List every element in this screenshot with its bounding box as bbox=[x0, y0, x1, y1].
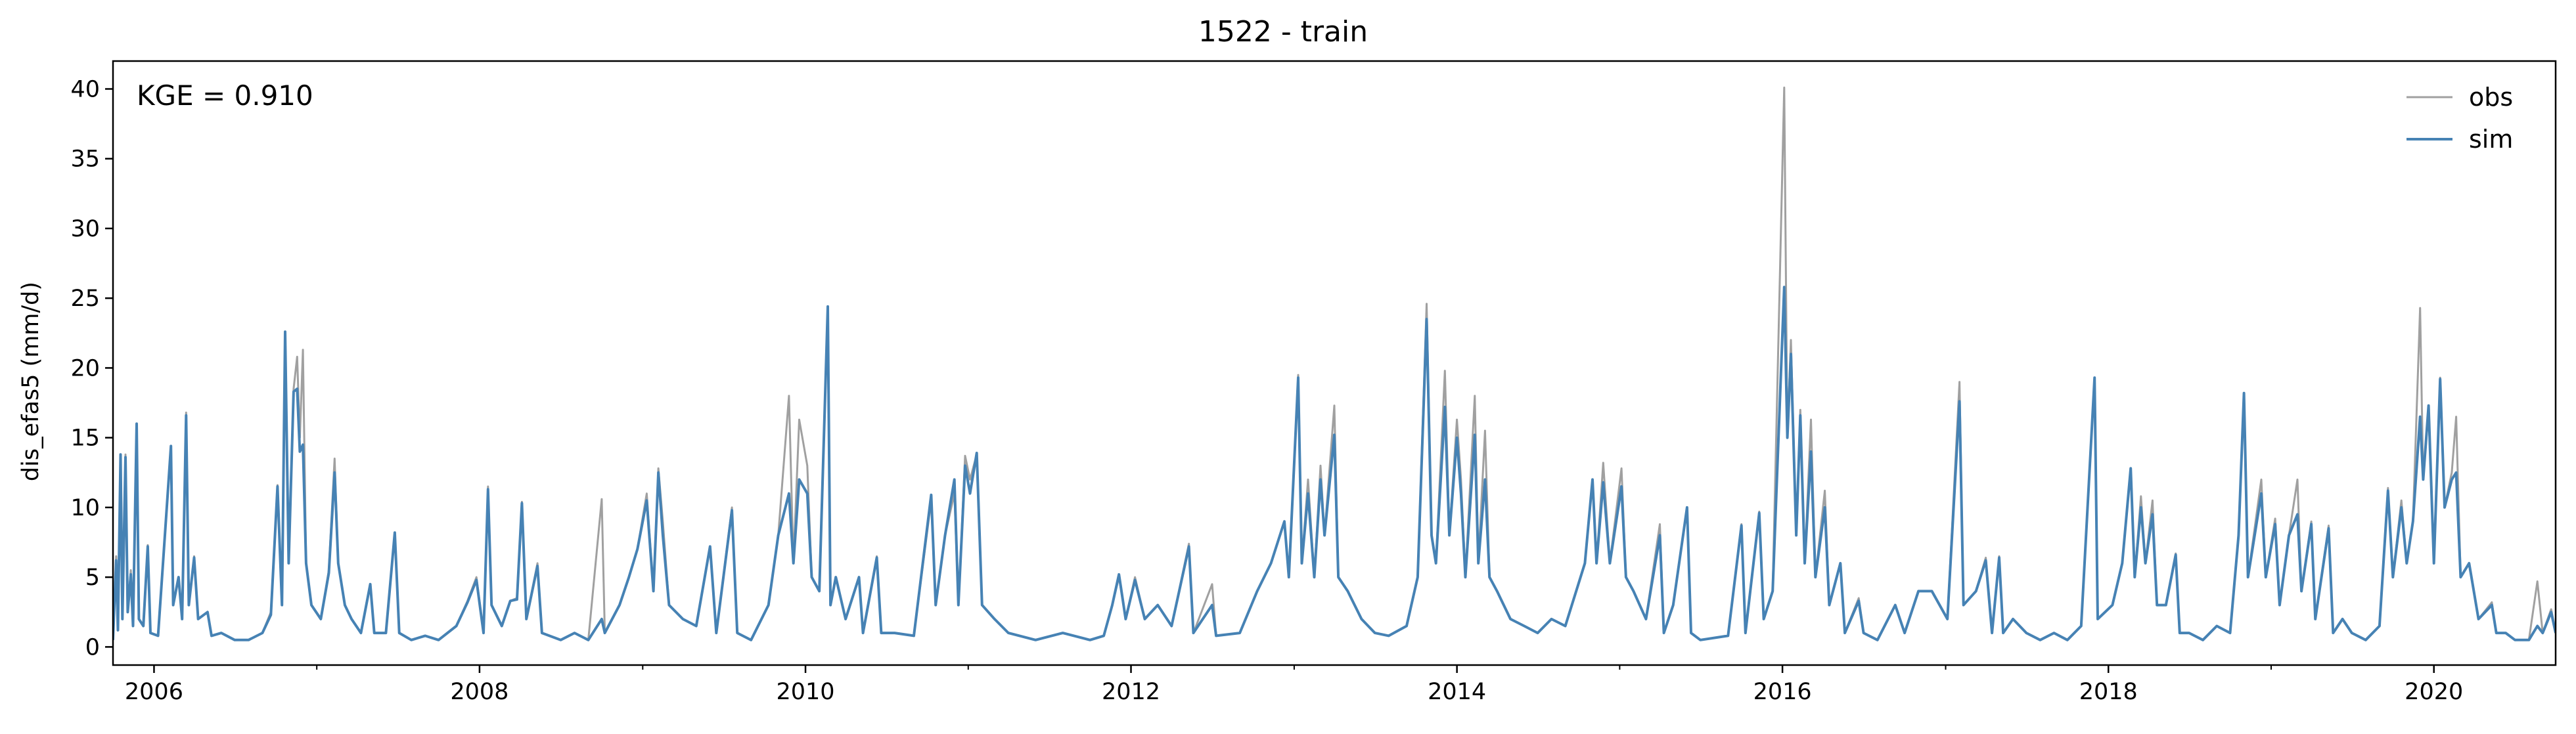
x-tick-label: 2016 bbox=[1753, 679, 1812, 705]
y-tick-label: 0 bbox=[85, 634, 100, 660]
y-axis-title: dis_efas5 (mm/d) bbox=[18, 282, 44, 481]
chart-title: 1522 - train bbox=[1198, 15, 1368, 49]
y-axis: 0 5 10 15 20 25 30 35 40 bbox=[70, 76, 113, 660]
x-tick-label: 2018 bbox=[2079, 679, 2138, 705]
x-tick-label: 2006 bbox=[125, 679, 183, 705]
x-tick-label: 2010 bbox=[777, 679, 835, 705]
plot-frame bbox=[112, 60, 2557, 666]
series-line-sim bbox=[113, 286, 2556, 641]
x-tick-label: 2020 bbox=[2405, 679, 2463, 705]
y-tick-label: 10 bbox=[70, 495, 100, 521]
legend-label-sim: sim bbox=[2469, 125, 2513, 154]
x-tick-label: 2008 bbox=[450, 679, 508, 705]
y-tick-label: 25 bbox=[70, 286, 100, 312]
y-tick-label: 15 bbox=[70, 425, 100, 452]
kge-annotation: KGE = 0.910 bbox=[137, 79, 313, 112]
y-tick-label: 35 bbox=[70, 146, 100, 173]
x-tick-label: 2012 bbox=[1102, 679, 1160, 705]
y-tick-label: 20 bbox=[70, 355, 100, 381]
x-axis: 2006 2008 2010 2012 2014 2016 2018 2020 bbox=[125, 665, 2463, 705]
y-tick-label: 5 bbox=[85, 565, 100, 591]
y-tick-label: 30 bbox=[70, 216, 100, 242]
legend: obs sim bbox=[2407, 83, 2513, 154]
plot-area bbox=[112, 60, 2557, 666]
x-tick-label: 2014 bbox=[1428, 679, 1486, 705]
series-lines bbox=[113, 86, 2556, 641]
y-tick-label: 40 bbox=[70, 76, 100, 102]
legend-label-obs: obs bbox=[2469, 83, 2513, 112]
